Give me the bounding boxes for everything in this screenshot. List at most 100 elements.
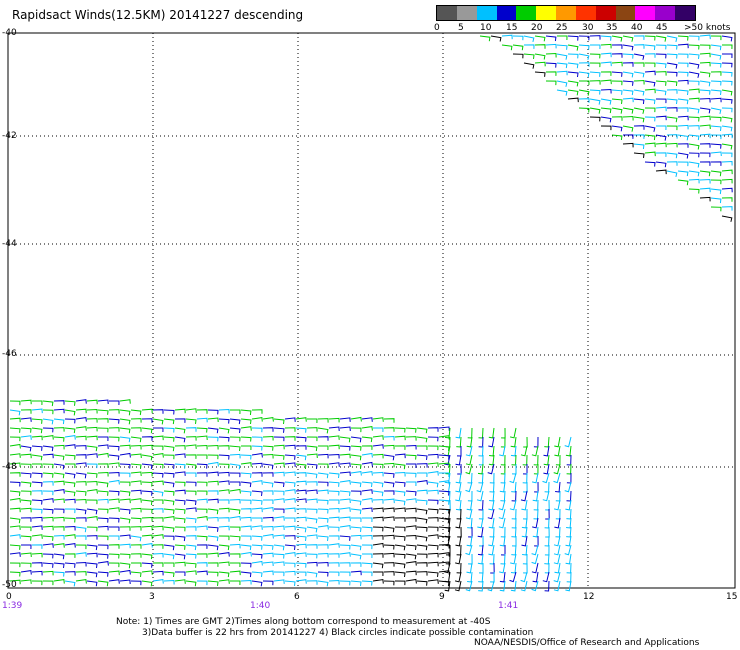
wind-barb — [229, 543, 241, 549]
wind-barb — [699, 89, 711, 95]
wind-barb — [20, 481, 32, 488]
wind-barb — [174, 535, 186, 542]
wind-barb — [544, 553, 550, 565]
wind-barb — [405, 436, 417, 441]
wind-barb — [710, 71, 722, 76]
wind-barb — [141, 436, 153, 441]
wind-barb — [427, 544, 439, 550]
wind-barb — [405, 472, 417, 478]
wind-barb — [119, 399, 131, 404]
wind-barb — [427, 526, 439, 532]
wind-barb — [611, 98, 623, 104]
wind-barb — [295, 498, 307, 503]
wind-barb — [273, 534, 285, 540]
wind-barb — [284, 454, 296, 460]
wind-barb — [350, 580, 362, 586]
wind-barb — [476, 490, 484, 502]
wind-barb — [361, 426, 373, 431]
wind-barb — [466, 535, 473, 547]
wind-barb — [457, 526, 462, 538]
wind-barb — [185, 580, 197, 587]
wind-barb — [174, 579, 186, 584]
wind-barb — [130, 571, 142, 577]
wind-barb — [611, 80, 623, 86]
wind-barb — [383, 571, 395, 576]
wind-barb — [600, 98, 612, 105]
wind-barb — [438, 435, 450, 440]
wind-barb — [295, 571, 307, 577]
wind-barb — [510, 445, 517, 457]
wind-barb — [164, 562, 175, 568]
wind-barb — [273, 471, 285, 477]
wind-barb — [633, 152, 645, 158]
wind-barb — [479, 35, 491, 42]
wind-barb — [229, 418, 241, 425]
wind-barb — [553, 463, 561, 475]
wind-barb — [477, 463, 484, 475]
wind-barb — [544, 436, 550, 448]
wind-barb — [152, 480, 164, 486]
wind-barb — [108, 562, 120, 568]
wind-barb — [589, 89, 601, 95]
wind-barb — [655, 106, 667, 112]
wind-barb — [240, 472, 252, 478]
wind-barb — [361, 507, 373, 513]
wind-barb — [564, 544, 572, 556]
wind-barb — [97, 481, 109, 488]
wind-barb — [339, 490, 351, 496]
wind-barb — [20, 472, 32, 478]
wind-barb — [163, 553, 175, 560]
wind-barb — [477, 517, 484, 529]
wind-barb — [20, 552, 32, 558]
wind-barb — [489, 553, 495, 565]
wind-barb — [501, 44, 513, 51]
wind-barb — [9, 497, 21, 503]
wind-barb — [328, 553, 340, 558]
wind-barb — [438, 445, 450, 451]
legend-label: 0 — [434, 23, 440, 33]
wind-barb — [339, 516, 351, 522]
wind-barb — [417, 445, 428, 451]
wind-barb — [438, 454, 450, 460]
wind-barb — [273, 516, 285, 521]
wind-barb — [141, 454, 153, 461]
wind-barb — [130, 517, 142, 523]
wind-barb — [350, 553, 362, 560]
wind-barb — [372, 499, 384, 504]
wind-barb — [644, 98, 656, 105]
wind-barb — [31, 570, 43, 576]
wind-barb — [75, 417, 87, 422]
wind-barb — [405, 454, 417, 460]
wind-barb — [622, 53, 634, 59]
wind-barb — [722, 53, 733, 59]
wind-barb — [119, 517, 131, 524]
wind-barb — [622, 134, 634, 139]
wind-barb — [9, 579, 21, 585]
wind-barb — [295, 427, 307, 433]
wind-barb — [185, 454, 197, 459]
wind-barb — [97, 517, 109, 523]
wind-barb — [196, 516, 208, 521]
wind-barb — [644, 125, 656, 132]
wind-barb — [666, 152, 678, 159]
wind-barb — [207, 508, 219, 515]
wind-barb — [567, 97, 579, 103]
legend-swatch — [456, 6, 477, 20]
wind-barb — [611, 134, 623, 141]
wind-barb — [42, 427, 54, 433]
wind-barb — [666, 116, 678, 123]
wind-barb — [86, 580, 98, 587]
wind-barb — [273, 427, 285, 433]
wind-barb — [405, 507, 417, 513]
wind-barb — [350, 445, 362, 451]
wind-barb — [416, 427, 428, 434]
wind-barb — [520, 580, 528, 592]
wind-barb — [487, 463, 495, 475]
wind-barb — [75, 481, 87, 486]
lat-tick-label: -40 — [2, 28, 17, 38]
wind-barb — [633, 62, 645, 67]
wind-barb — [478, 472, 484, 484]
legend-label: >50 knots — [684, 23, 731, 33]
wind-barb — [141, 427, 153, 434]
wind-barb — [42, 453, 54, 459]
